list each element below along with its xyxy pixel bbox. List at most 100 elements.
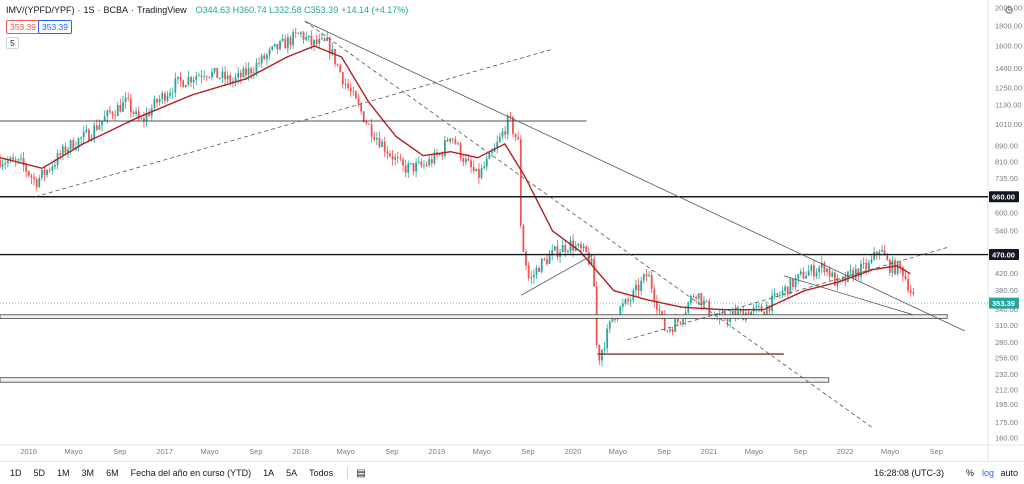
candle-body xyxy=(143,118,145,121)
clock-display[interactable]: 16:28:08 (UTC-3) xyxy=(873,468,944,478)
candle-body xyxy=(279,41,281,50)
range-6m-button[interactable]: 6M xyxy=(106,468,119,478)
x-tick-label: 2017 xyxy=(156,447,173,456)
percent-scale-toggle[interactable]: % xyxy=(965,468,974,478)
range-1d-button[interactable]: 1D xyxy=(10,468,22,478)
symbol-name[interactable]: IMV/(YPFD/YPF) xyxy=(6,5,75,15)
candle-body xyxy=(629,300,632,302)
candle-body xyxy=(98,125,101,130)
candle-body xyxy=(40,169,43,178)
candle-body xyxy=(381,141,383,148)
candle-body xyxy=(527,265,530,278)
candle-body xyxy=(726,319,729,322)
trendline xyxy=(304,20,966,332)
price-axis-label: 470.00 xyxy=(992,251,1015,260)
candle-body xyxy=(362,111,365,123)
range-1a-button[interactable]: 1A xyxy=(263,468,275,478)
candle-body xyxy=(833,272,836,286)
candle-body xyxy=(619,306,622,317)
calendar-range-icon[interactable]: ▤ xyxy=(356,467,366,479)
candle-body xyxy=(676,319,679,322)
support-zone xyxy=(0,377,830,383)
candle-body xyxy=(540,258,543,272)
candle-body xyxy=(321,38,323,40)
candle-body xyxy=(77,138,80,148)
range-5d-button[interactable]: 5D xyxy=(33,468,46,478)
candle-body xyxy=(137,111,140,119)
candle-body xyxy=(661,311,664,315)
candle-body xyxy=(239,72,242,78)
candle-body xyxy=(810,265,813,272)
range-5a-button[interactable]: 5A xyxy=(286,468,298,478)
sell-price-button[interactable]: 353.39 xyxy=(6,20,40,34)
candle-body xyxy=(556,246,559,257)
range-1m-button[interactable]: 1M xyxy=(57,468,70,478)
candle-body xyxy=(564,245,567,252)
candle-body xyxy=(875,251,878,254)
settings-gear-icon[interactable]: ⚙ xyxy=(1004,5,1014,17)
candle-body xyxy=(166,95,169,101)
symbol-interval[interactable]: 1S xyxy=(83,5,95,15)
candle-body xyxy=(218,77,221,79)
candle-body xyxy=(807,271,810,276)
auto-scale-toggle[interactable]: auto xyxy=(1000,468,1018,478)
candle-body xyxy=(247,68,250,76)
candle-body xyxy=(12,157,14,160)
candle-body xyxy=(778,294,781,296)
candle-body xyxy=(658,309,661,312)
candle-body xyxy=(171,92,174,94)
candle-body xyxy=(368,123,370,125)
candle-body xyxy=(33,177,35,180)
candle-body xyxy=(205,76,208,78)
candle-body xyxy=(307,35,310,38)
candle-body xyxy=(305,37,308,40)
x-tick-label: Mayo xyxy=(609,447,627,456)
candle-body xyxy=(721,312,724,314)
candle-body xyxy=(54,165,56,167)
candle-body xyxy=(462,158,465,163)
candle-body xyxy=(179,76,182,81)
range-ytd-button[interactable]: Fecha del año en curso (YTD) xyxy=(130,468,252,478)
candle-body xyxy=(67,149,69,153)
log-scale-toggle[interactable]: log xyxy=(981,468,994,478)
candle-body xyxy=(478,168,480,178)
candle-body xyxy=(425,165,428,166)
candle-body xyxy=(177,76,179,79)
candle-body xyxy=(569,240,572,251)
candle-body xyxy=(423,165,425,166)
candle-body xyxy=(454,139,457,144)
x-tick-label: Mayo xyxy=(336,447,354,456)
candle-body xyxy=(789,278,792,295)
buy-price-button[interactable]: 353.39 xyxy=(38,20,72,34)
candle-body xyxy=(472,167,475,172)
candle-body xyxy=(224,71,226,80)
candle-body xyxy=(339,65,342,73)
candle-body xyxy=(72,140,75,150)
trendline xyxy=(521,254,594,296)
range-3m-button[interactable]: 3M xyxy=(81,468,95,478)
candle-body xyxy=(284,38,287,49)
candle-body xyxy=(771,295,773,311)
volume-indicator-label[interactable]: 5 xyxy=(6,37,19,49)
candle-body xyxy=(158,98,161,103)
candle-body xyxy=(708,300,711,316)
candle-body xyxy=(532,274,535,278)
candle-body xyxy=(669,329,671,331)
candle-body xyxy=(692,296,695,297)
candle-body xyxy=(221,71,224,78)
price-chart[interactable]: 2000.00 1800.00 1600.00 1400.00 1250.00 1130.… xyxy=(0,0,1024,461)
candle-body xyxy=(506,115,509,135)
price-axis-label-bg xyxy=(989,191,1019,203)
x-tick-label: Sep xyxy=(657,447,670,456)
candle-body xyxy=(624,299,627,304)
range-all-button[interactable]: Todos xyxy=(309,468,334,478)
x-tick-label: Mayo xyxy=(200,447,218,456)
y-tick-label: 232.00 xyxy=(995,370,1018,379)
candle-body xyxy=(289,37,292,46)
y-tick-label: 1010.00 xyxy=(995,120,1022,129)
y-tick-label: 256.00 xyxy=(995,353,1018,362)
support-zone xyxy=(0,314,948,319)
candle-body xyxy=(587,252,590,265)
candle-body xyxy=(525,251,527,266)
candle-body xyxy=(203,76,206,78)
